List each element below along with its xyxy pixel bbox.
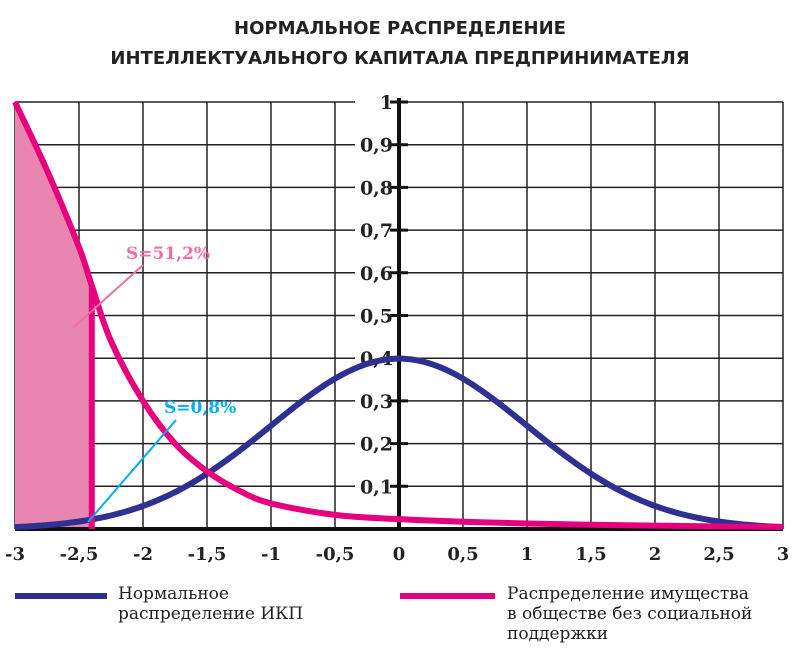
annotation-pointer-51 (73, 264, 144, 328)
legend-normal-line2: распределение ИКП (118, 604, 304, 624)
x-tick-label: 3 (777, 544, 790, 565)
plot-area: 0,10,20,30,40,50,60,70,80,91-3 -2,5 -2 -1,5… (5, 90, 790, 565)
x-tick-label: 2 (649, 544, 662, 565)
x-tick-label: 1 (521, 544, 534, 565)
legend-normal-line1: Нормальное (118, 584, 229, 604)
y-tick-label: 0,8 (360, 177, 393, 199)
shaded-area-wealth (15, 102, 92, 529)
legend-swatch-normal (15, 593, 107, 599)
x-tick-label: 1,5 (575, 544, 606, 565)
annotation-pointer-08 (87, 419, 177, 523)
x-tick-label: -3 (5, 544, 25, 565)
x-tick-label: -1 (261, 544, 281, 565)
legend-wealth-line3: поддержки (507, 624, 609, 644)
x-tick-label: 0,5 (447, 544, 478, 565)
y-tick-label: 0,9 (360, 135, 393, 157)
y-tick-label: 0,5 (360, 306, 393, 328)
y-tick-label: 0,3 (360, 391, 393, 413)
legend-wealth-line1: Распределение имущества (507, 584, 749, 604)
legend-label-wealth: Распределение имущества в обществе без с… (507, 584, 752, 644)
normal-curve (14, 355, 784, 531)
y-tick-label: 0,6 (360, 263, 393, 285)
annotation-label-08: S=0,8% (164, 398, 236, 418)
y-tick-label: 1 (380, 92, 393, 114)
chart-title-line1: НОРМАЛЬНОЕ РАСПРЕДЕЛЕНИЕ (234, 18, 566, 39)
wealth-curve (12, 100, 784, 530)
x-tick-label: 2,5 (703, 544, 734, 565)
legend-swatch-wealth (400, 593, 495, 599)
y-tick-label: 0,2 (360, 434, 393, 456)
x-tick-label: -2,5 (60, 544, 99, 565)
x-tick-label: -2 (133, 544, 153, 565)
y-tick-label: 0,1 (360, 476, 393, 498)
chart-title-line2: ИНТЕЛЛЕКТУАЛЬНОГО КАПИТАЛА ПРЕДПРИНИМАТЕ… (110, 48, 690, 69)
y-label-background (355, 90, 395, 521)
annotation-label-51: S=51,2% (126, 244, 210, 264)
legend-wealth-line2: в обществе без социальной (507, 604, 753, 624)
x-tick-label: -1,5 (188, 544, 227, 565)
x-tick-label: 0 (393, 544, 406, 565)
x-tick-label: -0,5 (316, 544, 355, 565)
legend-label-normal: Нормальное распределение ИКП (118, 584, 303, 624)
y-tick-label: 0,7 (360, 220, 393, 242)
